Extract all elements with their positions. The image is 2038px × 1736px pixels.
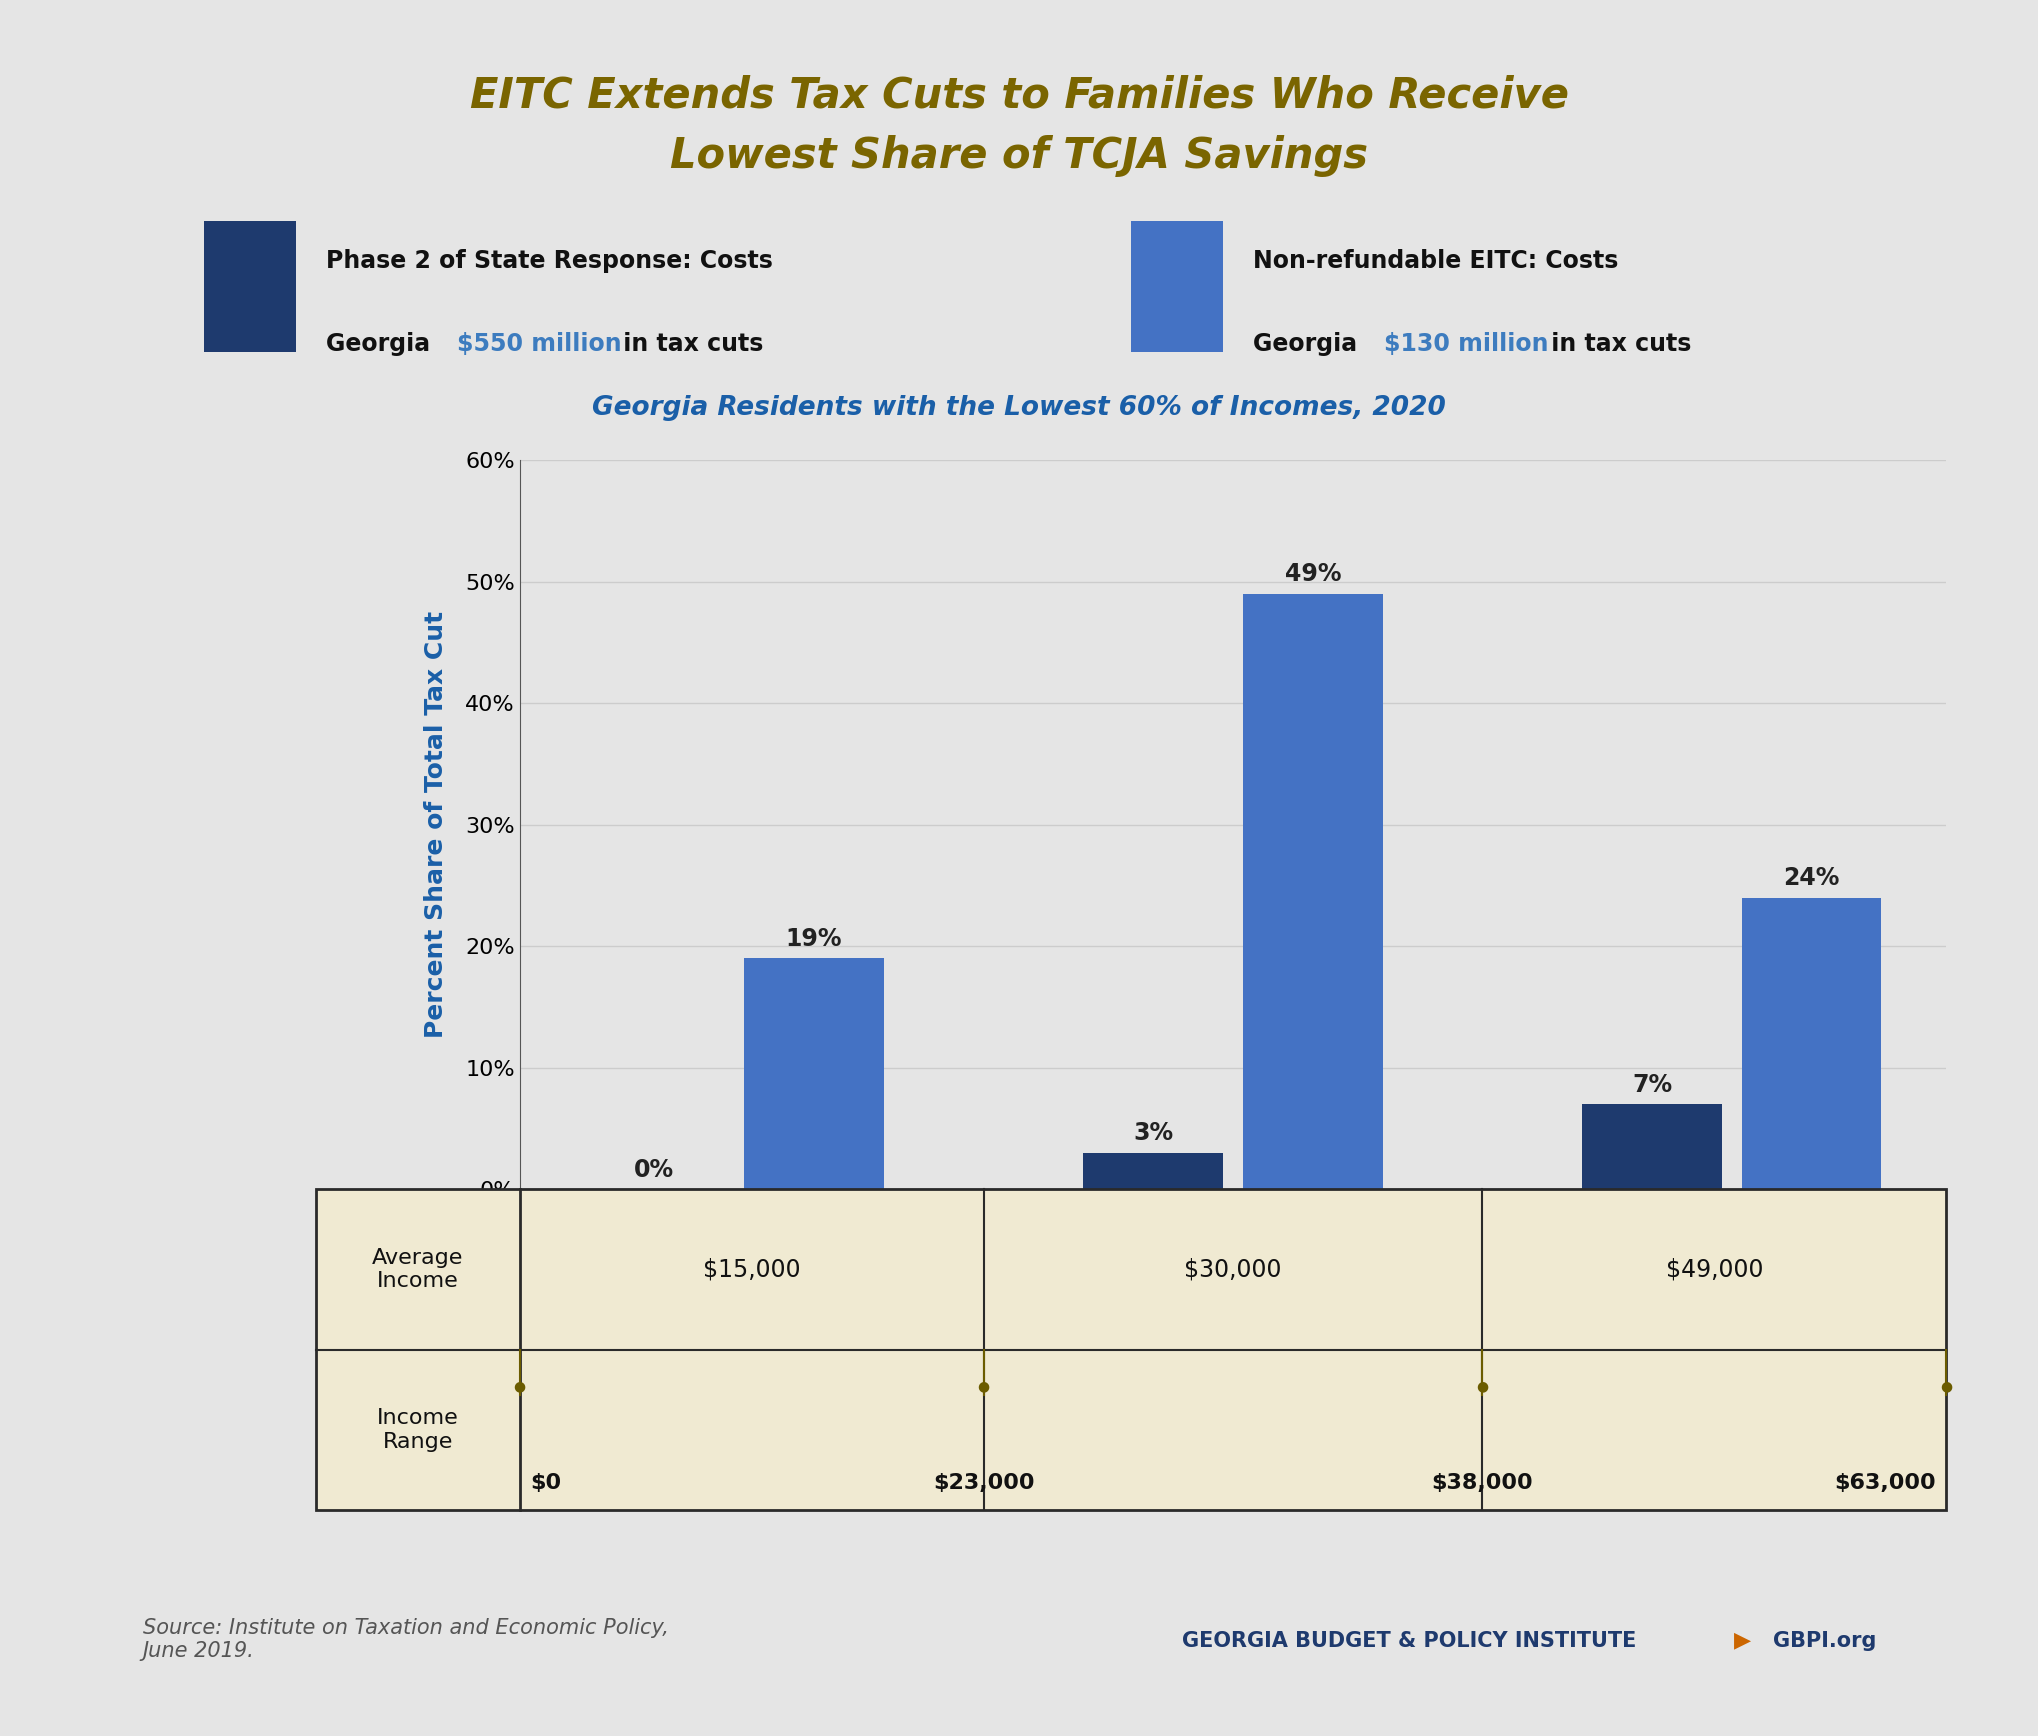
Text: Georgia: Georgia (326, 332, 438, 356)
Text: ●: ● (978, 1380, 990, 1394)
Bar (1581, 1104, 1722, 1189)
Text: GEORGIA BUDGET & POLICY INSTITUTE: GEORGIA BUDGET & POLICY INSTITUTE (1182, 1630, 1637, 1651)
Text: GBPI.org: GBPI.org (1773, 1630, 1877, 1651)
Text: Georgia: Georgia (1253, 332, 1365, 356)
Bar (1243, 594, 1382, 1189)
Text: ●: ● (514, 1380, 526, 1394)
Text: 19%: 19% (787, 927, 842, 951)
Text: ●: ● (1476, 1380, 1488, 1394)
Text: Source: Institute on Taxation and Economic Policy,
June 2019.: Source: Institute on Taxation and Econom… (143, 1618, 668, 1661)
Text: ▶: ▶ (1734, 1630, 1751, 1651)
Text: Income
Range: Income Range (377, 1408, 459, 1451)
Text: 49%: 49% (1284, 562, 1341, 587)
Text: $49,000: $49,000 (1665, 1257, 1763, 1281)
Bar (1084, 1153, 1223, 1189)
Text: $550 million: $550 million (457, 332, 622, 356)
Text: $15,000: $15,000 (703, 1257, 801, 1281)
Text: Non-refundable EITC: Costs: Non-refundable EITC: Costs (1253, 248, 1618, 273)
Text: $30,000: $30,000 (1184, 1257, 1282, 1281)
Text: 7%: 7% (1632, 1073, 1671, 1097)
Text: 3%: 3% (1133, 1121, 1174, 1146)
Text: 0%: 0% (634, 1158, 675, 1182)
Text: $38,000: $38,000 (1431, 1474, 1533, 1493)
Text: in tax cuts: in tax cuts (1543, 332, 1692, 356)
Text: $63,000: $63,000 (1834, 1474, 1936, 1493)
Text: $23,000: $23,000 (933, 1474, 1035, 1493)
Bar (1742, 898, 1881, 1189)
Text: Average
Income: Average Income (373, 1248, 463, 1292)
Y-axis label: Percent Share of Total Tax Cut: Percent Share of Total Tax Cut (424, 611, 448, 1038)
Text: EITC Extends Tax Cuts to Families Who Receive: EITC Extends Tax Cuts to Families Who Re… (469, 75, 1569, 116)
Text: $0: $0 (530, 1474, 560, 1493)
Text: 24%: 24% (1783, 866, 1840, 891)
Text: Lowest Share of TCJA Savings: Lowest Share of TCJA Savings (671, 135, 1367, 177)
Text: in tax cuts: in tax cuts (615, 332, 764, 356)
Text: $130 million: $130 million (1384, 332, 1549, 356)
Text: ●: ● (1940, 1380, 1952, 1394)
Text: Phase 2 of State Response: Costs: Phase 2 of State Response: Costs (326, 248, 772, 273)
Text: Georgia Residents with the Lowest 60% of Incomes, 2020: Georgia Residents with the Lowest 60% of… (593, 396, 1445, 420)
Bar (744, 958, 884, 1189)
